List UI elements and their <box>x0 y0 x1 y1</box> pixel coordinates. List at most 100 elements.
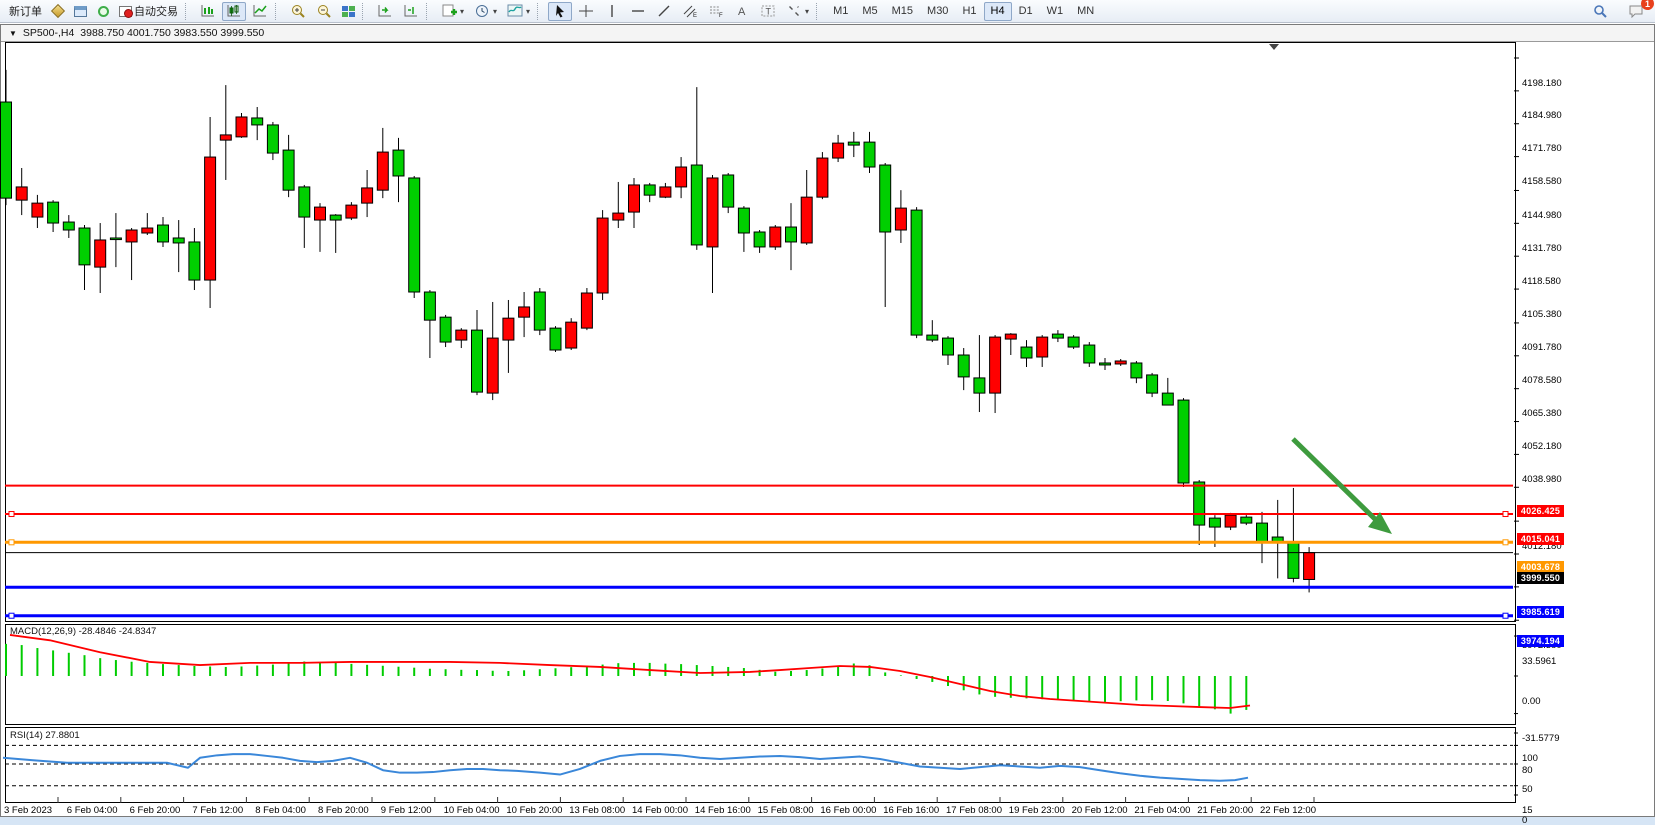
tile-windows-icon <box>342 5 355 17</box>
time-tick-label: 21 Feb 20:00 <box>1197 805 1254 816</box>
time-tick-label: 16 Feb 16:00 <box>883 805 940 816</box>
text-button[interactable]: A <box>730 2 754 21</box>
status-bar <box>0 817 1655 825</box>
timeframe-mn[interactable]: MN <box>1077 5 1095 17</box>
bar-chart-button[interactable] <box>196 2 220 21</box>
timeframe-m15[interactable]: M15 <box>891 5 914 17</box>
time-tick-label: 7 Feb 12:00 <box>192 805 244 816</box>
text-label-button[interactable]: T <box>756 2 780 21</box>
candlestick-chart-button[interactable] <box>222 1 246 21</box>
tile-windows-button[interactable] <box>338 2 359 21</box>
price-chart-pane[interactable] <box>5 42 1516 622</box>
time-tick-label: 10 Feb 20:00 <box>506 805 563 816</box>
toolbar-separator <box>426 2 434 20</box>
time-tick-label: 22 Feb 12:00 <box>1260 805 1316 816</box>
zoom-in-button[interactable] <box>286 2 310 21</box>
timeframe-m30[interactable]: M30 <box>927 5 949 17</box>
arrows-button[interactable]: ▾ <box>782 2 813 21</box>
timeframe-h4[interactable]: H4 <box>983 1 1012 21</box>
timeframe-m1[interactable]: M1 <box>833 5 849 17</box>
diamond-icon <box>50 3 66 19</box>
dropdown-arrow-icon: ▾ <box>526 6 531 16</box>
periodicity-button[interactable]: ▾ <box>470 2 501 21</box>
vertical-line-button[interactable] <box>600 2 624 21</box>
chat-notification-badge: 1 <box>1641 0 1654 10</box>
svg-text:E: E <box>693 13 697 18</box>
price-tick-label: 4105.380 <box>1522 308 1562 320</box>
chart-shift-marker[interactable] <box>1269 44 1279 50</box>
signal-icon <box>97 5 109 17</box>
terminal-button[interactable] <box>70 2 91 21</box>
crosshair-button[interactable] <box>574 2 598 21</box>
chat-button[interactable]: 1 <box>1624 0 1654 20</box>
dropdown-arrow-icon: ▾ <box>493 6 498 16</box>
rsi-scale-label: 0 <box>1522 814 1528 825</box>
text-label-icon: T <box>761 5 775 17</box>
price-tick-label: 4198.180 <box>1522 77 1562 89</box>
price-tick-label: 4184.980 <box>1522 110 1562 122</box>
timeframe-m5[interactable]: M5 <box>862 5 878 17</box>
cursor-button[interactable] <box>548 1 573 21</box>
new-order-button[interactable]: 新订单 <box>5 2 46 21</box>
candlestick-icon <box>227 5 240 17</box>
zoom-in-icon <box>292 5 305 18</box>
line-chart-button[interactable] <box>248 2 272 21</box>
equidistant-channel-button[interactable]: E <box>678 2 702 21</box>
editor-button[interactable] <box>48 2 68 21</box>
price-line-badge: 4026.425 <box>1517 504 1564 517</box>
price-tick-label: 4144.980 <box>1522 209 1562 221</box>
time-tick-label: 9 Feb 12:00 <box>380 805 432 816</box>
chart-title-bar: ▼ SP500-,H4 3988.750 4001.750 3983.550 3… <box>1 25 1654 42</box>
rsi-pane[interactable] <box>5 727 1516 803</box>
autotrading-button[interactable]: 自动交易 <box>115 2 182 21</box>
time-tick-label: 6 Feb 20:00 <box>129 805 181 816</box>
macd-pane[interactable] <box>5 624 1516 725</box>
auto-scroll-icon <box>378 5 391 17</box>
chart-shift-button[interactable] <box>399 2 423 21</box>
time-tick-label: 15 Feb 08:00 <box>757 805 814 816</box>
rsi-scale-label: 50 <box>1522 783 1533 795</box>
collapse-icon[interactable]: ▼ <box>9 28 17 38</box>
fibonacci-button[interactable]: F <box>704 2 728 21</box>
svg-text:T: T <box>766 7 772 17</box>
arrows-icon <box>789 6 800 16</box>
bar-chart-icon <box>201 5 214 17</box>
timeframe-h1[interactable]: H1 <box>962 5 977 17</box>
price-tick-label: 4131.780 <box>1522 242 1562 254</box>
time-tick-label: 14 Feb 00:00 <box>632 805 688 816</box>
templates-button[interactable]: ▾ <box>503 2 534 21</box>
timeframe-group: M1 M5 M15 M30 H1 H4 D1 W1 MN <box>826 1 1101 21</box>
template-chart-icon <box>507 4 523 17</box>
chart-ohlc-values: 3988.750 4001.750 3983.550 3999.550 <box>80 27 265 39</box>
search-button[interactable] <box>1588 1 1612 20</box>
price-tick-label: 4078.580 <box>1522 375 1562 387</box>
time-tick-label: 21 Feb 04:00 <box>1134 805 1191 816</box>
rsi-indicator-label: RSI(14) 27.8801 <box>10 730 80 741</box>
toolbar-separator <box>185 2 193 20</box>
autotrading-label: 自动交易 <box>134 6 178 18</box>
horizontal-line-icon <box>632 10 645 12</box>
trendline-icon <box>658 5 670 17</box>
auto-scroll-button[interactable] <box>373 2 397 21</box>
main-toolbar: 新订单 自动交易 ▾ ▾ ▾ E F A T ▾ M1 M5 M15 M30 H1 H4 D… <box>0 0 1655 23</box>
time-tick-label: 8 Feb 20:00 <box>318 805 369 816</box>
chart-symbol-title: SP500-,H4 <box>22 27 75 39</box>
timeframe-w1[interactable]: W1 <box>1046 5 1064 17</box>
trendline-button[interactable] <box>652 2 676 21</box>
new-chart-button[interactable]: ▾ <box>437 2 468 21</box>
search-icon <box>1594 4 1607 18</box>
horizontal-line-button[interactable] <box>626 2 650 21</box>
signals-button[interactable] <box>93 2 113 21</box>
line-chart-icon <box>253 5 267 17</box>
terminal-icon <box>74 5 87 17</box>
toolbar-separator <box>362 2 370 20</box>
price-tick-label: 4038.980 <box>1522 473 1562 485</box>
price-line-badge: 4003.678 <box>1517 561 1564 574</box>
rsi-scale-label: 15 <box>1522 805 1533 817</box>
timeframe-d1[interactable]: D1 <box>1018 5 1033 17</box>
time-tick-label: 8 Feb 04:00 <box>255 805 306 816</box>
rsi-scale-label: 80 <box>1522 764 1533 776</box>
price-tick-label: 4012.180 <box>1522 540 1562 552</box>
svg-text:A: A <box>738 6 746 18</box>
zoom-out-button[interactable] <box>312 2 336 21</box>
